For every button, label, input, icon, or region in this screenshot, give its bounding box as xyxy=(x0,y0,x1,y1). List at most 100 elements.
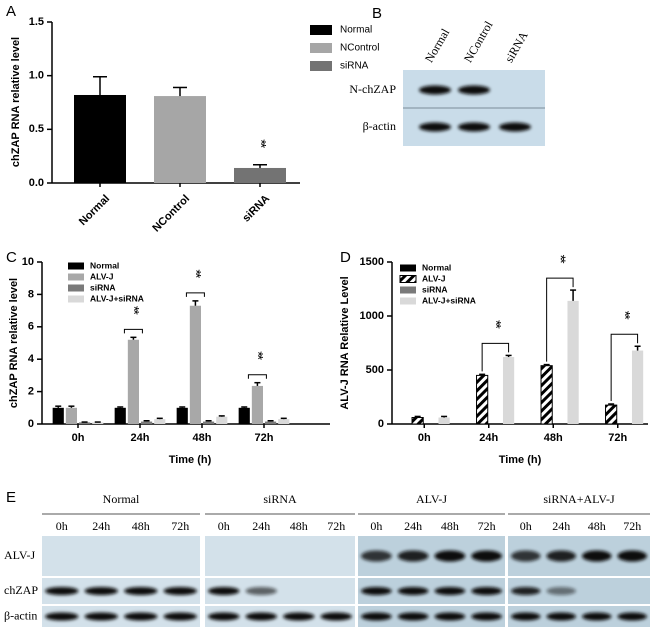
bar xyxy=(154,419,166,424)
blot-background xyxy=(205,536,355,576)
error-bar xyxy=(218,415,225,417)
legend-swatch xyxy=(400,286,416,294)
lane-label: 24h xyxy=(404,519,422,533)
group-label: Normal xyxy=(103,492,140,506)
blot-band xyxy=(245,612,277,621)
x-tick-label: 24h xyxy=(131,432,150,444)
row-label: ALV-J xyxy=(4,548,35,562)
blot-band xyxy=(397,612,429,621)
blot-band xyxy=(320,612,352,621)
bar xyxy=(476,374,489,425)
significance-label: ** xyxy=(127,306,143,315)
bar xyxy=(176,407,188,424)
y-tick-label: 0 xyxy=(378,418,384,430)
error-bar xyxy=(414,415,421,418)
x-tick-label: 72h xyxy=(608,432,627,444)
group-label: siRNA+ALV-J xyxy=(543,492,615,506)
legend-swatch xyxy=(68,262,84,270)
blot-band xyxy=(84,612,118,621)
y-axis-label: ALV-J RNA Relative Level xyxy=(339,276,351,409)
error-bar xyxy=(173,86,187,97)
bar xyxy=(52,407,64,424)
blot-band xyxy=(511,587,541,595)
bar xyxy=(251,385,263,424)
legend-label: ALV-J+siRNA xyxy=(90,293,144,303)
error-bar xyxy=(505,354,512,358)
lane-label: 72h xyxy=(171,519,189,533)
error-bar xyxy=(130,336,137,340)
blot-band xyxy=(546,587,576,595)
error-bar xyxy=(117,406,124,408)
blot-band xyxy=(163,612,197,621)
lane-label: 0h xyxy=(56,519,68,533)
blot-band xyxy=(471,612,502,621)
lane-label: 0h xyxy=(520,519,532,533)
y-tick-label: 2 xyxy=(28,386,34,398)
x-tick-label: 72h xyxy=(255,432,274,444)
x-axis-label: Time (h) xyxy=(499,454,542,466)
x-tick-label: 0h xyxy=(72,432,85,444)
blot-band xyxy=(45,612,79,621)
error-bar xyxy=(253,164,267,168)
bar xyxy=(154,96,206,183)
panel-label: B xyxy=(372,5,382,22)
legend-label: Normal xyxy=(90,260,119,270)
bar xyxy=(114,407,126,424)
bracket xyxy=(610,333,639,402)
legend-label: Normal xyxy=(422,262,451,272)
bracket xyxy=(185,292,205,297)
lane-label: 72h xyxy=(478,519,496,533)
error-bar xyxy=(608,403,615,406)
bar xyxy=(234,167,286,183)
error-bar xyxy=(479,373,486,376)
blot-band xyxy=(361,550,392,562)
blot-band xyxy=(582,612,612,621)
lane-label: siRNA xyxy=(502,29,531,65)
legend-label: siRNA xyxy=(90,282,116,292)
significance-label: ** xyxy=(618,311,634,320)
blot-band xyxy=(124,587,158,595)
blot-band xyxy=(397,550,429,562)
y-tick-label: 8 xyxy=(28,288,34,300)
y-tick-label: 1.5 xyxy=(29,16,44,28)
bar xyxy=(605,404,618,425)
legend-label: ALV-J xyxy=(422,273,446,283)
panel-label: D xyxy=(340,249,351,266)
lane-label: 48h xyxy=(588,519,606,533)
blot-band xyxy=(471,587,502,595)
bar xyxy=(92,422,104,424)
lane-label: 48h xyxy=(132,519,150,533)
blot-band xyxy=(397,587,429,595)
y-tick-label: 1000 xyxy=(360,310,384,322)
blot-band xyxy=(245,587,277,595)
legend-swatch xyxy=(310,43,332,53)
row-label: β-actin xyxy=(363,119,396,133)
bracket xyxy=(247,374,267,379)
y-tick-label: 6 xyxy=(28,321,34,333)
bar xyxy=(79,422,91,424)
blot-background xyxy=(205,606,355,627)
blot-band xyxy=(45,587,79,595)
legend-swatch xyxy=(68,284,84,292)
blot-band xyxy=(546,550,576,562)
legend-swatch xyxy=(399,275,417,283)
bar xyxy=(438,417,450,424)
y-tick-label: 0 xyxy=(28,418,34,430)
bracket xyxy=(123,328,143,334)
bar xyxy=(567,300,579,424)
y-tick-label: 1.0 xyxy=(29,70,44,82)
row-label: chZAP xyxy=(4,583,38,597)
y-axis-label: chZAP RNA relative level xyxy=(10,37,22,167)
error-bar xyxy=(570,289,577,301)
bar xyxy=(216,416,228,424)
blot-band xyxy=(434,612,466,621)
legend-swatch xyxy=(400,264,416,272)
blot-band xyxy=(471,550,502,562)
bar xyxy=(203,421,215,424)
error-bar xyxy=(280,417,287,420)
legend-swatch xyxy=(310,61,332,71)
bar xyxy=(238,407,250,424)
error-bar xyxy=(55,405,62,408)
legend-swatch xyxy=(310,25,332,35)
